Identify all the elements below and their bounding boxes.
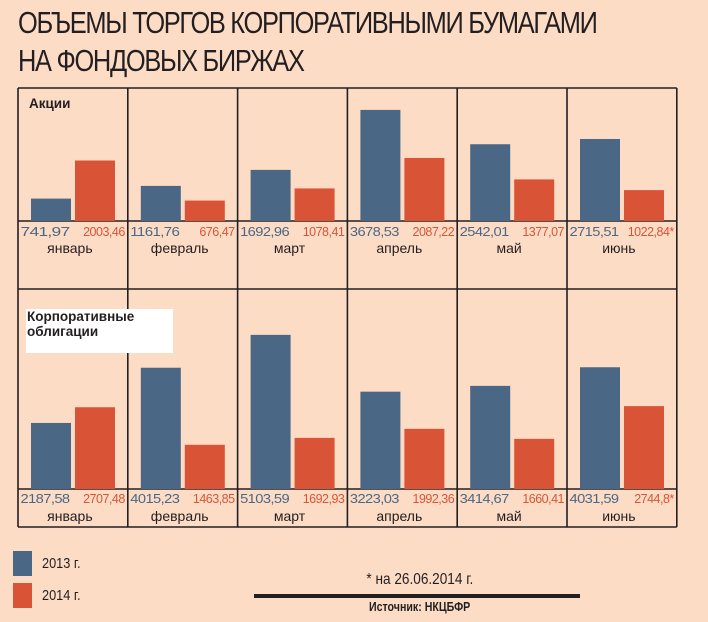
month-label: июнь: [602, 508, 635, 524]
value-label-2013: 1692,96: [240, 225, 290, 239]
value-label-2013: 3414,67: [460, 492, 510, 506]
value-label-2014: 1377,07: [522, 225, 564, 239]
value-label-2014: 2744,8*: [634, 492, 674, 506]
bar-2014-2: [184, 200, 225, 221]
source-text: Источник: НКЦБФР: [369, 600, 471, 614]
value-label-2014: 1463,85: [193, 492, 235, 506]
value-label-2013: 741,97: [21, 225, 71, 239]
month-label: май: [496, 240, 521, 256]
bar-2013-2: [140, 367, 181, 489]
legend-swatch-2014: [13, 583, 32, 608]
value-label-2014: 2087,22: [413, 225, 455, 239]
bar-2014-6: [624, 406, 664, 489]
bar-2013-6: [580, 138, 620, 221]
value-label-2014: 1692,93: [303, 492, 345, 506]
bar-2014-4: [404, 157, 445, 221]
legend-label-2014: 2014 г.: [42, 587, 81, 604]
bar-2013-5: [470, 385, 511, 489]
value-label-2014: 2003,46: [83, 225, 125, 239]
month-label: январь: [47, 240, 92, 256]
bar-2013-6: [580, 367, 620, 489]
value-label-2013: 1161,76: [130, 225, 180, 239]
month-label: май: [496, 508, 521, 524]
bar-2013-4: [360, 109, 401, 221]
bar-2013-3: [250, 169, 291, 221]
value-label-2013: 2715,51: [570, 225, 620, 239]
value-label-2014: 2707,48: [83, 492, 125, 506]
bar-2014-5: [514, 438, 555, 489]
panel-title-stocks: Акции: [29, 96, 71, 111]
value-label-2014: 1078,41: [303, 225, 345, 239]
panel-bonds: 2187,58 2707,48 январь 4015,23 1463,85 феврал…: [17, 288, 678, 528]
value-label-2013: 2542,01: [460, 225, 510, 239]
legend-label-2013: 2013 г.: [42, 555, 81, 572]
value-label-2014: 1660,41: [522, 492, 564, 506]
value-label-2014: 676,47: [199, 225, 235, 239]
value-label-2013: 5103,59: [240, 492, 290, 506]
bar-2014-4: [404, 428, 445, 489]
month-label: февраль: [151, 508, 209, 524]
footnote-text: * на 26.06.2014 г.: [366, 571, 474, 588]
month-label: март: [274, 508, 306, 524]
month-label: апрель: [376, 240, 422, 256]
bar-2014-1: [75, 407, 115, 489]
month-label: январь: [47, 508, 92, 524]
footnote: * на 26.06.2014 г.: [250, 571, 590, 589]
bar-2013-3: [250, 334, 291, 489]
chart-title: ОБЪЕМЫ ТОРГОВ КОРПОРАТИВНЫМИ БУМАГАМИ НА…: [18, 4, 707, 80]
bar-2014-2: [184, 444, 225, 489]
value-label-2013: 3223,03: [350, 492, 400, 506]
bar-2014-5: [514, 179, 555, 221]
bar-2014-3: [294, 437, 335, 489]
bar-2013-5: [470, 144, 511, 221]
value-label-2013: 2187,58: [21, 492, 71, 506]
title-line-2: НА ФОНДОВЫХ БИРЖАХ: [18, 43, 305, 78]
month-label: февраль: [151, 240, 209, 256]
bar-2013-1: [31, 422, 71, 489]
value-label-2013: 4015,23: [130, 492, 180, 506]
source-note: Источник: НКЦБФР: [250, 600, 590, 614]
bar-2013-2: [140, 185, 181, 221]
month-label: апрель: [376, 508, 422, 524]
legend-item-2013: 2013 г.: [13, 551, 133, 577]
divider-rule: [254, 594, 580, 598]
month-label: июнь: [602, 240, 635, 256]
value-label-2013: 4031,59: [570, 492, 620, 506]
bar-2014-1: [75, 160, 115, 221]
panel-title-bonds: Корпоративные облигации: [26, 309, 173, 353]
value-label-2014: 1992,36: [413, 492, 455, 506]
bar-2013-1: [31, 198, 71, 221]
bar-2014-3: [294, 188, 335, 221]
legend-swatch-2013: [13, 551, 32, 576]
bar-2013-4: [360, 391, 401, 489]
title-line-1: ОБЪЕМЫ ТОРГОВ КОРПОРАТИВНЫМИ БУМАГАМИ: [18, 5, 598, 40]
month-label: март: [274, 240, 306, 256]
legend-item-2014: 2014 г.: [13, 583, 133, 609]
value-label-2014: 1022,84*: [628, 225, 675, 239]
bar-2014-6: [624, 190, 664, 221]
value-label-2013: 3678,53: [350, 225, 400, 239]
